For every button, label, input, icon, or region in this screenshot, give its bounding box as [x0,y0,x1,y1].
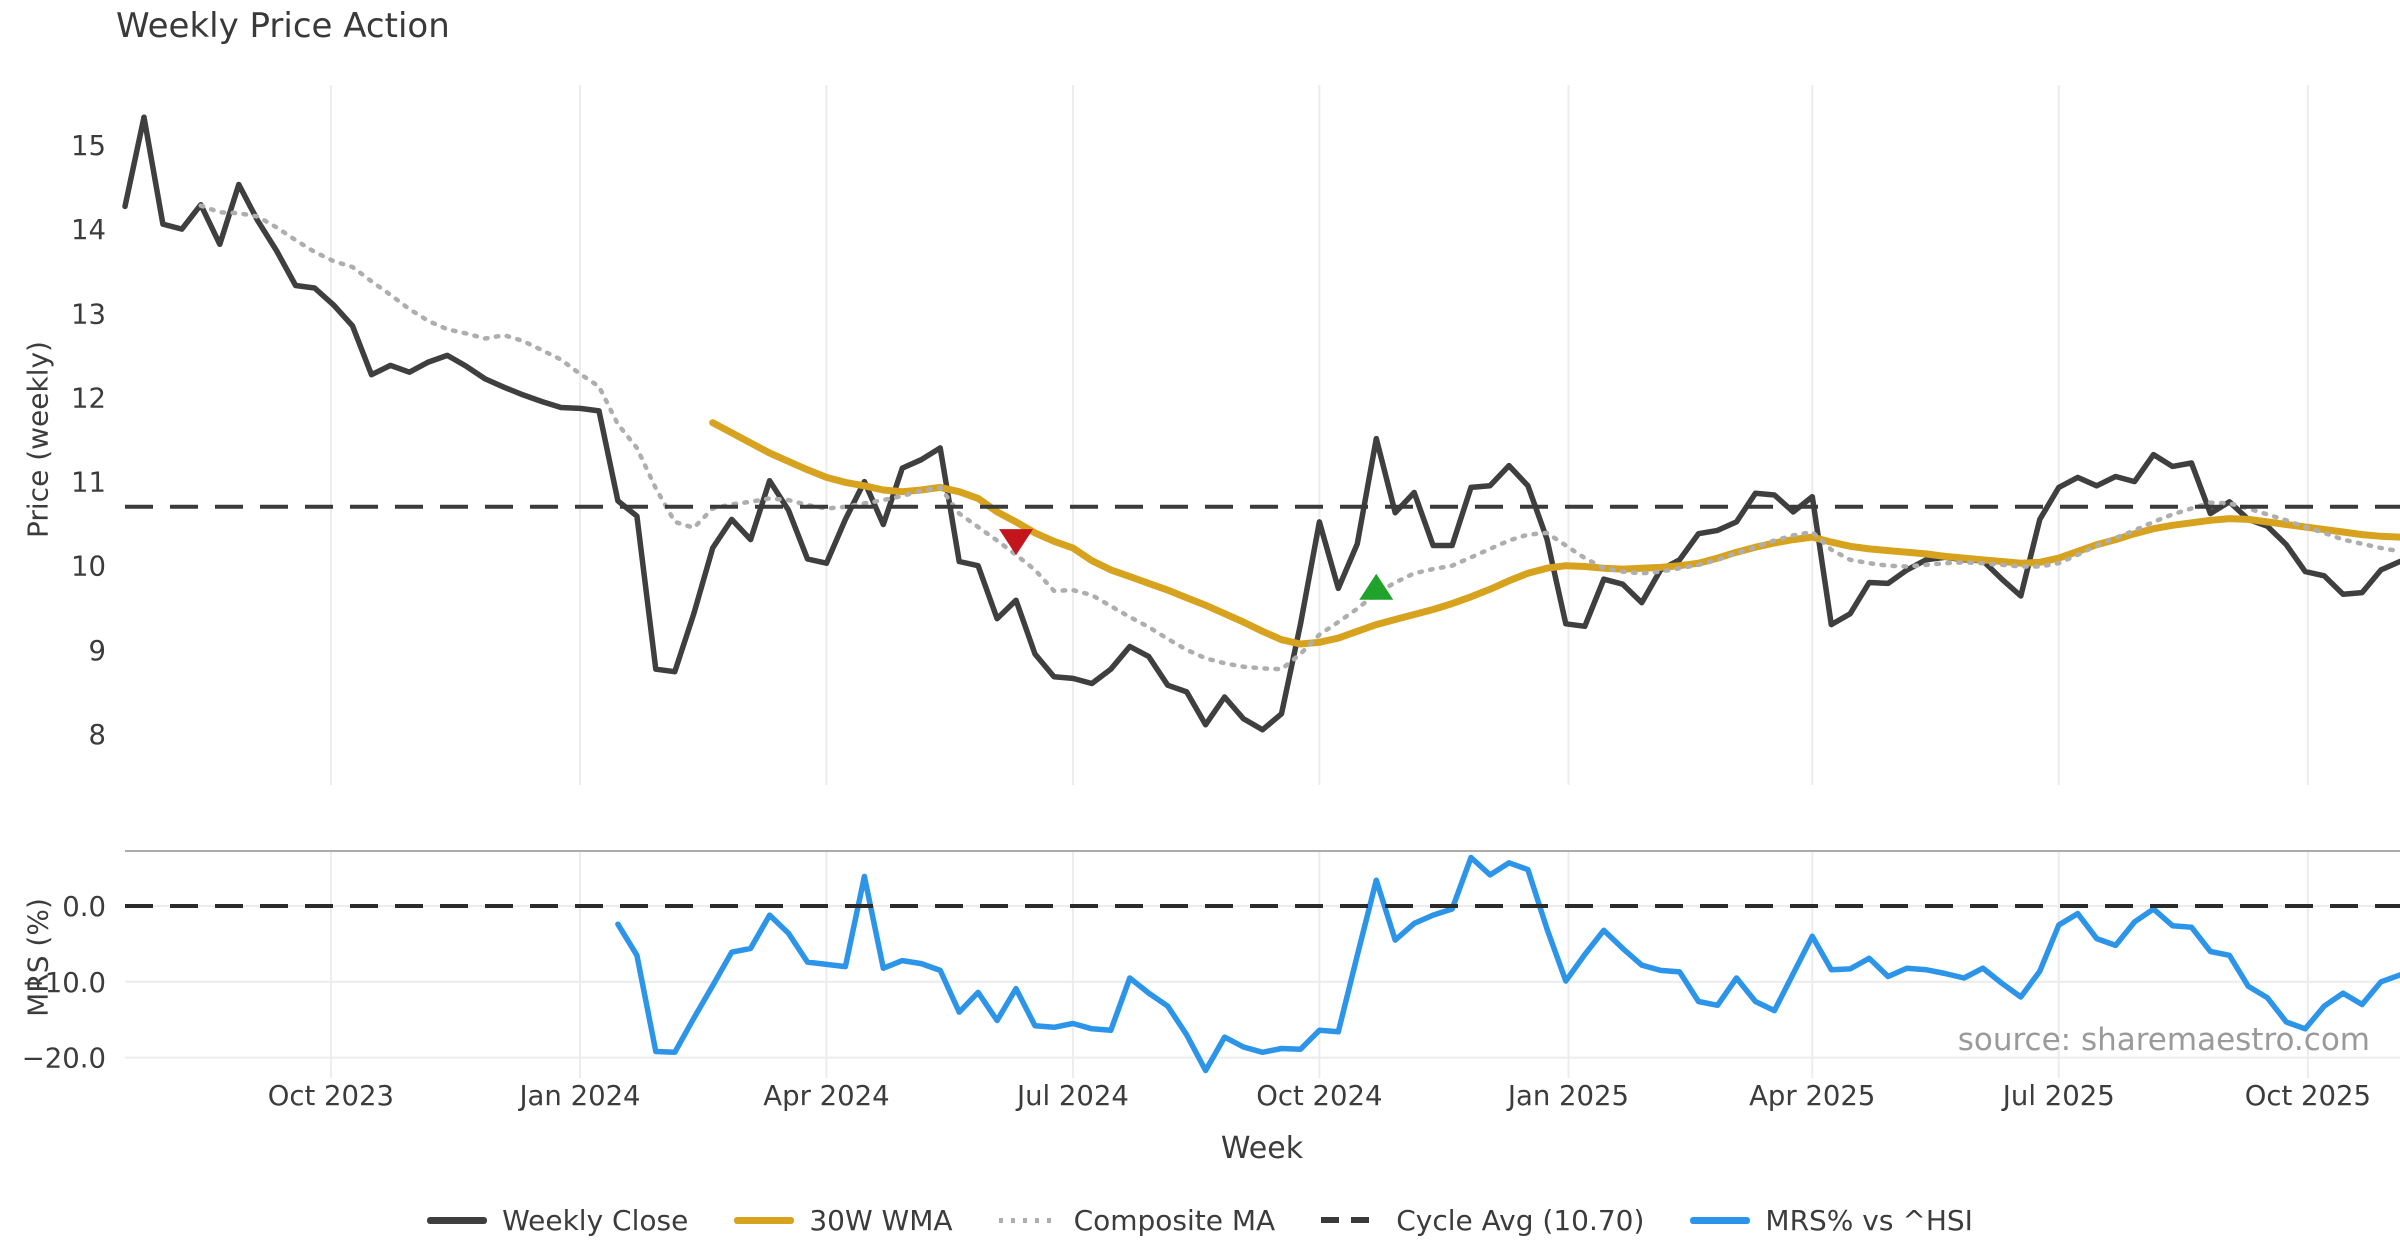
legend-item-composite-ma: Composite MA [998,1203,1276,1237]
legend-item-cycle-avg-10-70: Cycle Avg (10.70) [1321,1204,1644,1237]
mrs-vs-hsi-line [615,854,2400,1074]
legend-item-weekly-close: Weekly Close [427,1204,688,1237]
legend-item-30w-wma: 30W WMA [734,1203,953,1237]
x-tick-label: Jul 2024 [1015,1080,1129,1112]
legend-label-cycle-avg-10-70: Cycle Avg (10.70) [1396,1203,1645,1237]
price-ytick-label: 11 [71,467,106,499]
legend-swatch-mrs-vs-hsi [1690,1216,1751,1224]
x-tick-label: Oct 2023 [268,1080,394,1112]
price-ytick-label: 13 [71,298,106,330]
price-ytick-label: 10 [71,551,106,583]
legend-swatch-30w-wma [734,1216,795,1224]
page-title: Weekly Price Action [116,6,450,46]
mrs-ytick-label: 0.0 [62,891,106,923]
mrs-axis-label: MRS (%) [21,898,55,1017]
buy-signal-marker [1359,573,1394,600]
legend-label-weekly-close: Weekly Close [502,1203,689,1237]
legend-swatch-cycle-avg-10-70 [1321,1217,1382,1223]
price-ytick-label: 14 [71,214,106,246]
sell-signal-marker [999,529,1034,556]
chart-legend: Weekly Close 30W WMA Composite MA Cycle Avg… [0,1192,2400,1248]
mrs-ytick-label: −10.0 [22,967,106,999]
x-tick-label: Apr 2025 [1749,1080,1875,1112]
source-note: source: sharemaestro.com [1957,1022,2370,1058]
x-tick-label: Oct 2025 [2245,1080,2371,1112]
30w-wma-line [709,419,2400,648]
x-tick-label: Oct 2024 [1256,1080,1382,1112]
legend-label-30w-wma: 30W WMA [809,1203,953,1237]
x-tick-label: Jan 2024 [517,1080,640,1112]
composite-ma-line [198,203,2400,672]
mrs-ytick-label: −20.0 [22,1043,106,1075]
price-ytick-label: 9 [89,635,107,667]
x-tick-label: Jan 2025 [1506,1080,1629,1112]
legend-label-composite-ma: Composite MA [1073,1203,1276,1237]
legend-swatch-weekly-close [427,1216,488,1224]
legend-swatch-composite-ma [998,1217,1059,1223]
weekly-close-line [122,114,2400,733]
price-axis-label: Price (weekly) [21,341,55,538]
x-tick-label: Jul 2025 [2001,1080,2115,1112]
x-tick-label: Apr 2024 [763,1080,889,1112]
legend-label-mrs-vs-hsi: MRS% vs ^HSI [1765,1203,1973,1237]
price-ytick-label: 8 [89,719,107,751]
price-ytick-label: 15 [71,130,106,162]
x-axis-label: Week [1220,1131,1304,1166]
legend-item-mrs-vs-hsi: MRS% vs ^HSI [1690,1204,1973,1237]
price-ytick-label: 12 [71,382,106,414]
